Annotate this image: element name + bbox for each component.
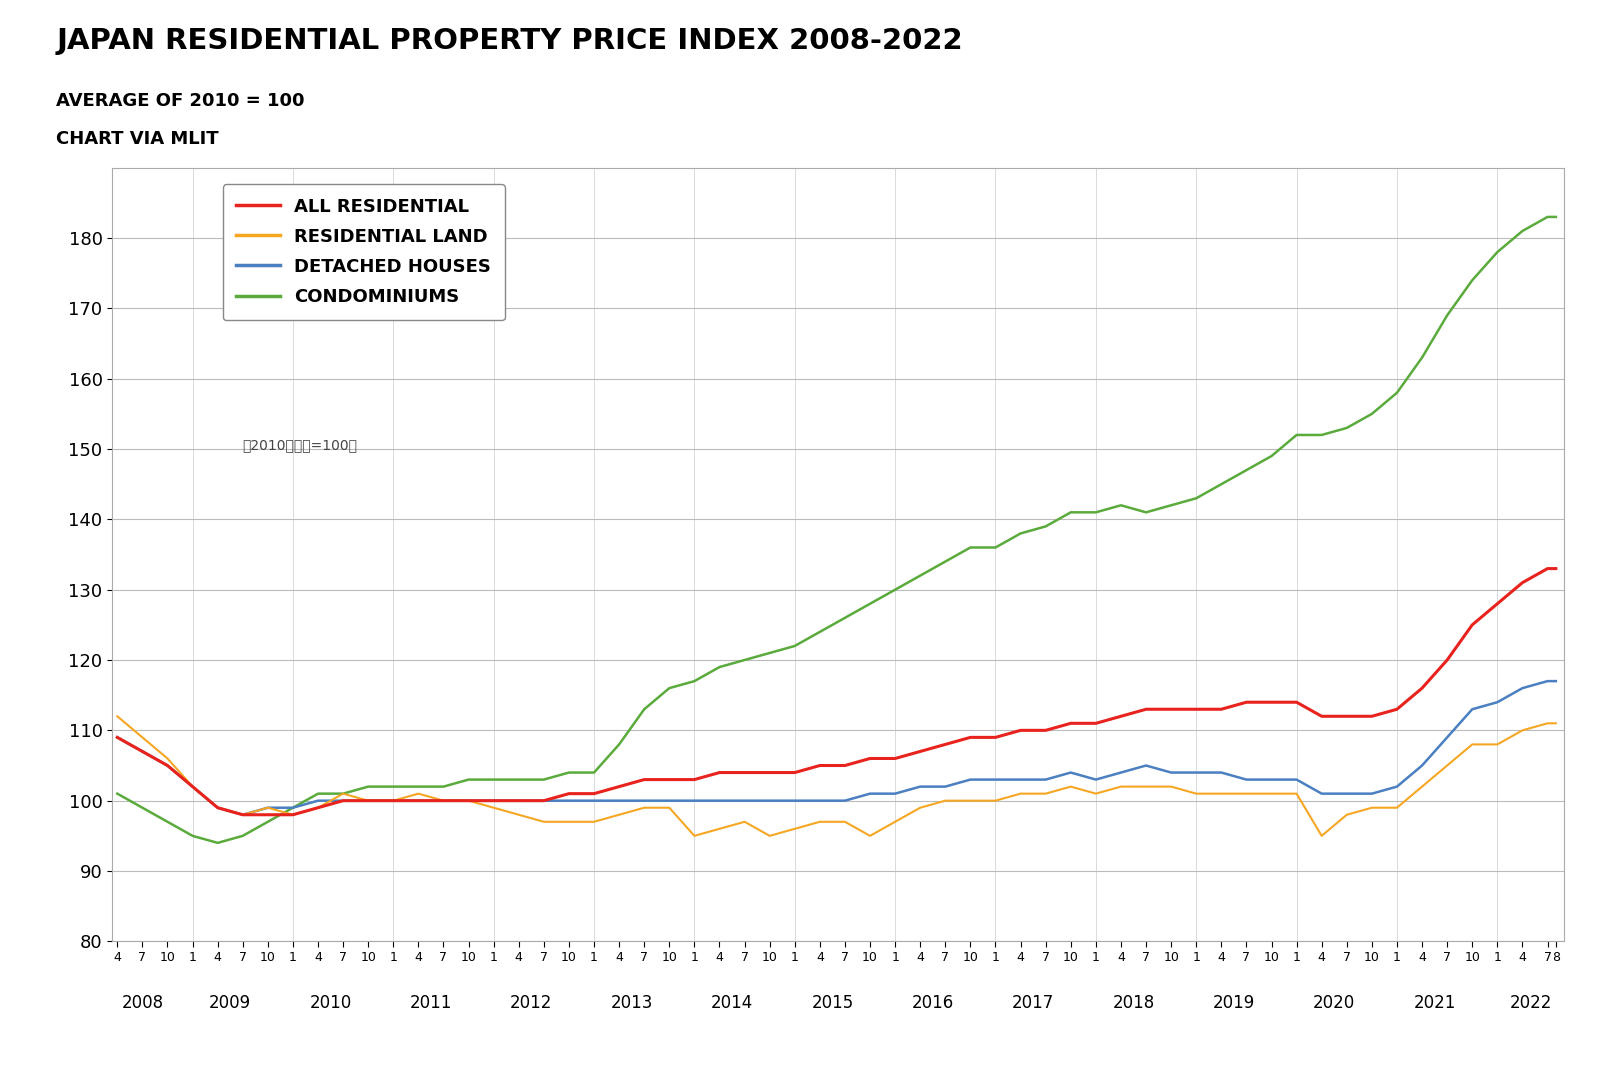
Text: 2018: 2018 bbox=[1113, 994, 1155, 1012]
Text: 2012: 2012 bbox=[510, 994, 552, 1012]
Text: CHART VIA MLIT: CHART VIA MLIT bbox=[56, 130, 218, 148]
Text: 2009: 2009 bbox=[209, 994, 252, 1012]
Text: 2011: 2011 bbox=[409, 994, 452, 1012]
Text: 2019: 2019 bbox=[1213, 994, 1254, 1012]
Text: 2016: 2016 bbox=[911, 994, 954, 1012]
Text: 2008: 2008 bbox=[122, 994, 164, 1012]
Text: 2015: 2015 bbox=[812, 994, 853, 1012]
Text: （2010年平均=100）: （2010年平均=100） bbox=[242, 438, 358, 452]
Text: 2010: 2010 bbox=[310, 994, 351, 1012]
Text: 2020: 2020 bbox=[1314, 994, 1355, 1012]
Text: 2017: 2017 bbox=[1012, 994, 1054, 1012]
Text: JAPAN RESIDENTIAL PROPERTY PRICE INDEX 2008-2022: JAPAN RESIDENTIAL PROPERTY PRICE INDEX 2… bbox=[56, 27, 962, 55]
Legend: ALL RESIDENTIAL, RESIDENTIAL LAND, DETACHED HOUSES, CONDOMINIUMS: ALL RESIDENTIAL, RESIDENTIAL LAND, DETAC… bbox=[223, 184, 505, 320]
Text: 2013: 2013 bbox=[611, 994, 653, 1012]
Text: 2022: 2022 bbox=[1509, 994, 1553, 1012]
Text: 2021: 2021 bbox=[1413, 994, 1456, 1012]
Text: AVERAGE OF 2010 = 100: AVERAGE OF 2010 = 100 bbox=[56, 92, 305, 110]
Text: 2014: 2014 bbox=[711, 994, 754, 1012]
